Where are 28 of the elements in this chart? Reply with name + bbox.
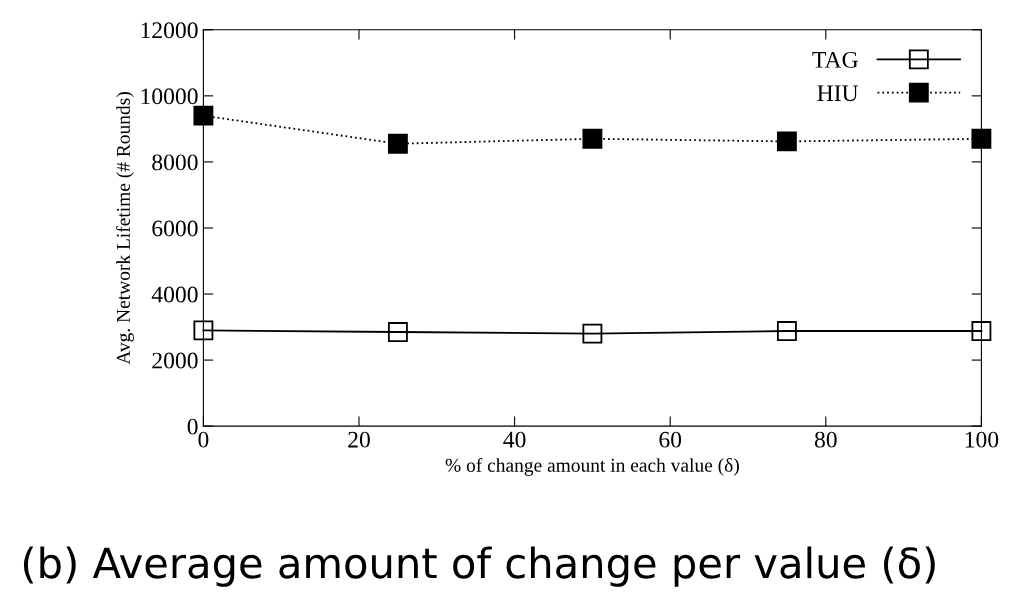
point <box>582 128 603 149</box>
point <box>387 322 408 342</box>
point <box>971 128 992 149</box>
x-tick-label: 0 <box>198 431 209 448</box>
point <box>387 133 408 154</box>
y-tick-label: 8000 <box>152 154 198 171</box>
legend-label: HIU <box>817 85 859 102</box>
text: (b) Average amount of change per value (δ) <box>23 546 935 587</box>
y-axis-title: Avg. Network Lifetime (# Rounds) <box>116 92 134 365</box>
x-tick-label: 40 <box>503 431 526 448</box>
x-axis-title: % of change amount in each value (δ) <box>445 457 739 476</box>
x-tick-label: 20 <box>348 431 370 448</box>
point <box>582 323 603 344</box>
x-tick-label: 80 <box>814 431 837 448</box>
point <box>193 105 214 126</box>
point <box>193 320 214 341</box>
y-tick-label: 2000 <box>152 352 198 369</box>
point <box>776 321 797 341</box>
y-tick-label: 6000 <box>152 220 198 237</box>
x-tick-label: 60 <box>659 431 682 448</box>
point <box>776 131 797 152</box>
x-tick-label: 100 <box>965 431 999 448</box>
y-tick-label: 4000 <box>151 286 198 303</box>
y-tick-label: 0 <box>187 418 198 435</box>
legend-label: TAG <box>812 51 858 68</box>
y-tick-label: 10000 <box>141 88 198 105</box>
point <box>971 321 992 341</box>
y-tick-label: 12000 <box>141 22 198 39</box>
